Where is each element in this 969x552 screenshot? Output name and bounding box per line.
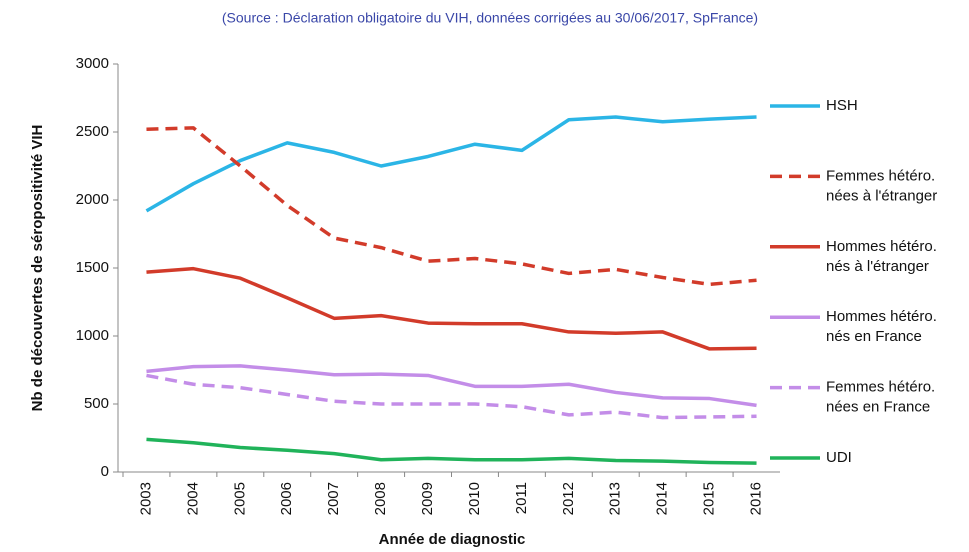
x-axis-title: Année de diagnostic bbox=[379, 531, 526, 548]
x-tick-label: 2011 bbox=[513, 482, 530, 514]
x-tick-label: 2009 bbox=[419, 482, 436, 515]
legend-label: HSH bbox=[826, 97, 858, 114]
x-tick-label: 2005 bbox=[231, 482, 248, 515]
legend-label: Femmes hétéro. nées à l'étranger bbox=[826, 167, 937, 204]
legend-label: UDI bbox=[826, 449, 852, 466]
data-line bbox=[146, 373, 757, 420]
data-line bbox=[146, 126, 757, 287]
y-tick-label: 0 bbox=[101, 463, 109, 480]
y-tick-label: 2000 bbox=[76, 191, 109, 208]
y-tick-label: 1500 bbox=[76, 259, 109, 276]
chart-subtitle: (Source : Déclaration obligatoire du VIH… bbox=[222, 10, 758, 26]
x-tick-label: 2007 bbox=[325, 482, 342, 515]
x-tick-label: 2006 bbox=[278, 482, 295, 515]
y-axis-title: Nb de découvertes de séropositivité VIH bbox=[29, 125, 46, 412]
x-tick-label: 2013 bbox=[607, 482, 624, 515]
data-line bbox=[146, 266, 757, 351]
data-line bbox=[145, 115, 757, 213]
data-line bbox=[146, 364, 757, 408]
legend-label: Hommes hétéro. nés en France bbox=[826, 308, 937, 345]
x-tick-label: 2008 bbox=[372, 482, 389, 515]
y-tick-label: 500 bbox=[84, 395, 109, 412]
x-tick-label: 2015 bbox=[701, 482, 718, 515]
x-tick-label: 2016 bbox=[748, 482, 765, 515]
x-tick-label: 2014 bbox=[654, 482, 671, 515]
legend-label: Femmes hétéro. nées en France bbox=[826, 379, 935, 416]
data-line bbox=[146, 437, 757, 465]
legend-label: Hommes hétéro. nés à l'étranger bbox=[826, 238, 937, 275]
y-tick-label: 1000 bbox=[76, 327, 109, 344]
x-tick-label: 2003 bbox=[137, 482, 154, 515]
x-tick-label: 2004 bbox=[184, 482, 201, 515]
x-tick-label: 2010 bbox=[466, 482, 483, 515]
y-tick-label: 3000 bbox=[76, 55, 109, 72]
y-tick-label: 2500 bbox=[76, 123, 109, 140]
x-tick-label: 2012 bbox=[560, 482, 577, 515]
